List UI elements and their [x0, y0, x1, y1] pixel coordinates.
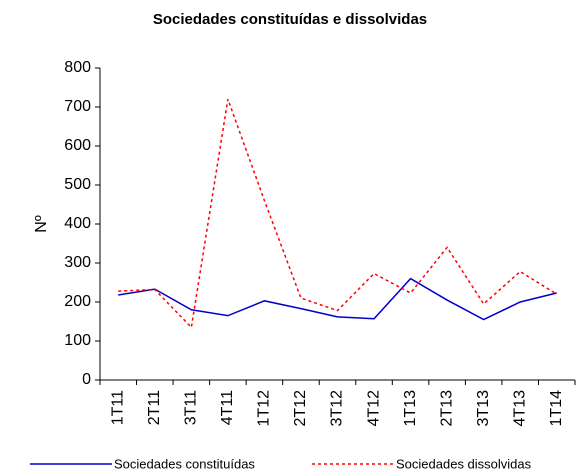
series-line	[118, 98, 558, 329]
y-tick-label: 700	[64, 98, 91, 115]
legend-label: Sociedades constituídas	[114, 456, 255, 471]
x-tick-label: 4T13	[511, 390, 528, 427]
y-tick-label: 800	[64, 59, 91, 76]
x-tick-label: 2T13	[438, 390, 455, 427]
y-tick-label: 400	[64, 215, 91, 232]
x-tick-label: 1T13	[402, 390, 419, 427]
x-tick-label: 1T11	[109, 390, 126, 425]
x-tick-label: 3T13	[475, 390, 492, 427]
x-tick-label: 3T12	[329, 390, 346, 427]
x-tick-label: 3T11	[183, 390, 200, 425]
y-axis-label: Nº	[33, 215, 50, 233]
x-tick-label: 4T11	[219, 390, 236, 425]
chart-title: Sociedades constituídas e dissolvidas	[153, 11, 427, 28]
y-tick-label: 300	[64, 254, 91, 271]
x-tick-label: 2T11	[146, 390, 163, 425]
x-tick-label: 4T12	[365, 390, 382, 427]
x-tick-label: 1T14	[548, 390, 565, 427]
x-tick-label: 1T12	[256, 390, 273, 427]
x-tick-label: 2T12	[292, 390, 309, 427]
series-line	[118, 277, 557, 321]
y-tick-label: 600	[64, 137, 91, 154]
legend-label: Sociedades dissolvidas	[396, 456, 532, 471]
y-tick-label: 500	[64, 176, 91, 193]
y-tick-label: 0	[82, 371, 91, 388]
y-tick-label: 200	[64, 293, 91, 310]
y-tick-label: 100	[64, 332, 91, 349]
